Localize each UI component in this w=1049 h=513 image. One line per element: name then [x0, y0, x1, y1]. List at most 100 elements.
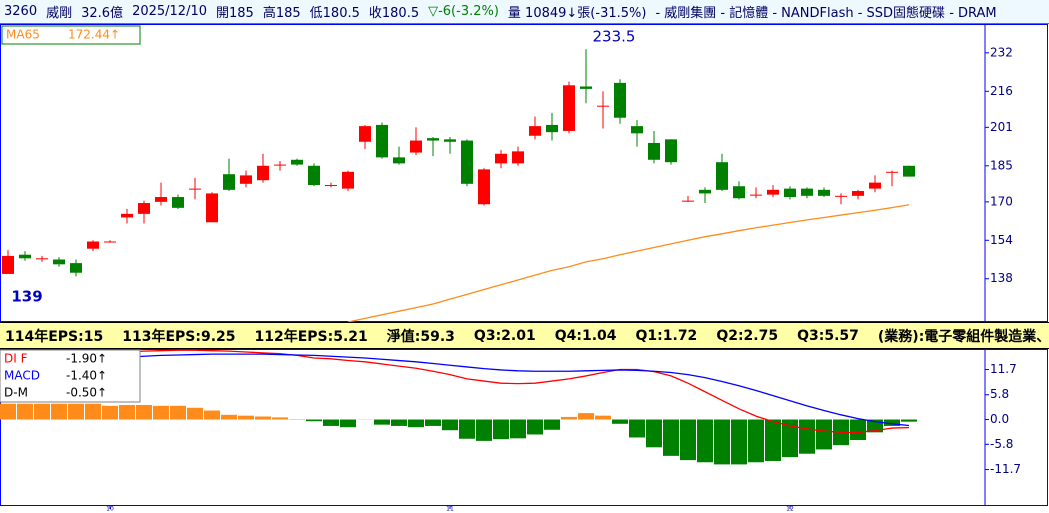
candle-body [835, 195, 847, 197]
candle-body [665, 139, 677, 163]
date: 2025/12/10 [132, 4, 207, 19]
y-tick-label: 185 [990, 158, 1013, 172]
candle-body [427, 138, 439, 141]
y-tick-label: -5.8 [990, 437, 1013, 451]
candle-body [597, 105, 609, 107]
osc-bar [238, 415, 254, 420]
osc-bar [255, 416, 271, 420]
y-tick-label: 170 [990, 194, 1013, 208]
y-tick-label: -11.7 [990, 462, 1021, 476]
osc-bar [629, 419, 645, 438]
candle-body [393, 157, 405, 164]
candle-body [376, 124, 388, 158]
candle-body [699, 189, 711, 194]
osc-bar [17, 403, 33, 420]
osc-bar [272, 417, 288, 420]
legend-name: DI F [4, 352, 28, 366]
info-item: 114年EPS:15 [5, 328, 104, 345]
legend-box [0, 349, 141, 403]
high-annotation: 233.5 [593, 28, 636, 46]
candle-body [2, 255, 14, 274]
y-tick-label: 0.0 [990, 412, 1009, 426]
candle-body [580, 86, 592, 89]
x-tick-label: 12 [786, 506, 794, 513]
ma-line [347, 204, 910, 322]
candle-body [274, 164, 286, 166]
candle-body [240, 175, 252, 184]
osc-bar [85, 403, 101, 420]
y-tick-label: 201 [990, 120, 1013, 134]
osc-bar [748, 419, 764, 463]
legend-value: -0.50↑ [66, 386, 107, 400]
legend-value: 172.44↑ [68, 28, 120, 42]
candle-body [478, 169, 490, 205]
candle-body [614, 82, 626, 118]
legend-name: MACD [4, 369, 40, 383]
osc-bar [408, 419, 424, 428]
candle-body [801, 188, 813, 196]
candle-body [563, 85, 575, 131]
candle-body [138, 203, 150, 214]
x-tick-label: 11 [446, 506, 454, 513]
osc-bar [731, 419, 747, 465]
candle-body [223, 174, 235, 190]
osc-bar [901, 419, 917, 422]
osc-bar [306, 419, 322, 422]
y-tick-label: 232 [990, 45, 1013, 59]
osc-bar [680, 419, 696, 461]
candle-body [495, 153, 507, 164]
candle-body [189, 188, 201, 190]
legend-box [1, 25, 141, 45]
osc-bar [646, 419, 662, 448]
osc-bar [884, 419, 900, 426]
candle-body [53, 259, 65, 265]
osc-bar [204, 410, 220, 420]
osc-bar [119, 404, 135, 420]
candle-body [410, 140, 422, 153]
macd-line [7, 349, 910, 433]
candle-body [682, 200, 694, 202]
candle-body [869, 182, 881, 189]
candle-body [733, 186, 745, 199]
volume: 量 10849↓張(-31.5%) [507, 6, 647, 21]
osc-bar [221, 414, 237, 420]
info-bar: 114年EPS:15 113年EPS:9.25 112年EPS:5.21 淨值:59.… [0, 322, 1049, 349]
osc-bar [391, 419, 407, 426]
info-item: Q1:1.72 [635, 327, 698, 344]
osc-bar [561, 416, 577, 420]
osc-bar [714, 419, 730, 465]
osc-bar [816, 419, 832, 450]
candle-body [172, 197, 184, 208]
price-panel: 232 216 201 185 170 154 138 MA65 172.44↑ 233.5 139 [0, 24, 1048, 322]
osc-bar [0, 403, 16, 420]
info-item: Q3:2.01 [473, 327, 536, 344]
osc-bar [187, 407, 203, 420]
macd-line [7, 353, 910, 427]
candle-body [461, 140, 473, 184]
frame [0, 349, 1048, 506]
candle-body [104, 241, 116, 243]
osc-bar [51, 403, 67, 420]
info-item: 112年EPS:5.21 [254, 328, 368, 345]
osc-bar [170, 405, 186, 420]
candle-body [359, 126, 371, 142]
osc-bar [697, 419, 713, 463]
info-item: (業務):電子零組件製造業、 [877, 328, 1049, 345]
info-item: 113年EPS:9.25 [122, 328, 236, 345]
osc-bar [595, 415, 611, 420]
cap: 32.6億 [81, 6, 124, 21]
legend-name: D-M [4, 386, 28, 400]
change: ▽-6(-3.2%) [428, 4, 499, 19]
osc-bar [459, 419, 475, 439]
osc-bar [850, 419, 866, 441]
candle-body [716, 162, 728, 190]
osc-bar [136, 404, 152, 420]
candle-body [257, 165, 269, 181]
low: 低180.5 [309, 6, 360, 21]
osc-bar [340, 419, 356, 428]
osc-bar [493, 419, 509, 440]
code: 3260 [4, 4, 38, 19]
osc-bar [153, 405, 169, 420]
osc-bar [68, 403, 84, 420]
